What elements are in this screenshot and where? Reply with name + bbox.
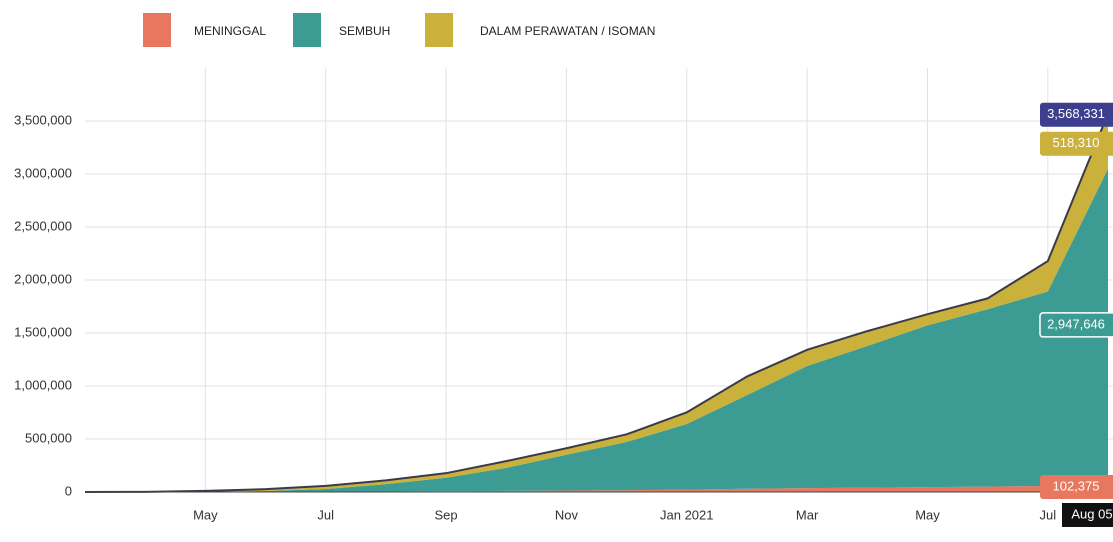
x-tick-label: Nov: [555, 507, 579, 522]
y-tick-label: 2,500,000: [14, 218, 72, 233]
x-tick-label: Jul: [1040, 507, 1057, 522]
y-tick-label: 3,500,000: [14, 112, 72, 127]
deaths-label: 102,375: [1053, 478, 1100, 493]
y-tick-label: 0: [65, 483, 72, 498]
area: [85, 168, 1108, 493]
recovered-label: 2,947,646: [1047, 316, 1105, 331]
area: [85, 481, 1108, 492]
recovered-label-bg: [1039, 312, 1113, 338]
x-tick-label: May: [193, 507, 218, 522]
x-tooltip-bg: [1062, 503, 1113, 527]
x-tick-label: Jul: [317, 507, 334, 522]
total-label: 3,568,331: [1047, 106, 1105, 121]
legend-swatch: [293, 13, 321, 47]
total-label-bg: [1040, 102, 1113, 127]
legend-label: DALAM PERAWATAN / ISOMAN: [480, 24, 655, 38]
y-tick-label: 2,000,000: [14, 271, 72, 286]
legend-swatch: [143, 13, 171, 47]
y-tick-label: 3,000,000: [14, 165, 72, 180]
legend-label: SEMBUH: [339, 24, 390, 38]
legend-swatch: [425, 13, 453, 47]
y-tick-label: 500,000: [25, 430, 72, 445]
y-tick-label: 1,000,000: [14, 377, 72, 392]
deaths-label-bg: [1040, 475, 1113, 499]
x-tick-label: Mar: [796, 507, 819, 522]
x-tick-label: Jan 2021: [660, 507, 714, 522]
legend-label: MENINGGAL: [194, 24, 266, 38]
active-label: 518,310: [1053, 135, 1100, 150]
active-label-bg: [1040, 131, 1113, 156]
x-tick-label: Sep: [434, 507, 457, 522]
total-line: [84, 113, 1109, 493]
x-tooltip: Aug 05: [1071, 506, 1112, 521]
y-tick-label: 1,500,000: [14, 324, 72, 339]
x-tick-label: May: [915, 507, 940, 522]
